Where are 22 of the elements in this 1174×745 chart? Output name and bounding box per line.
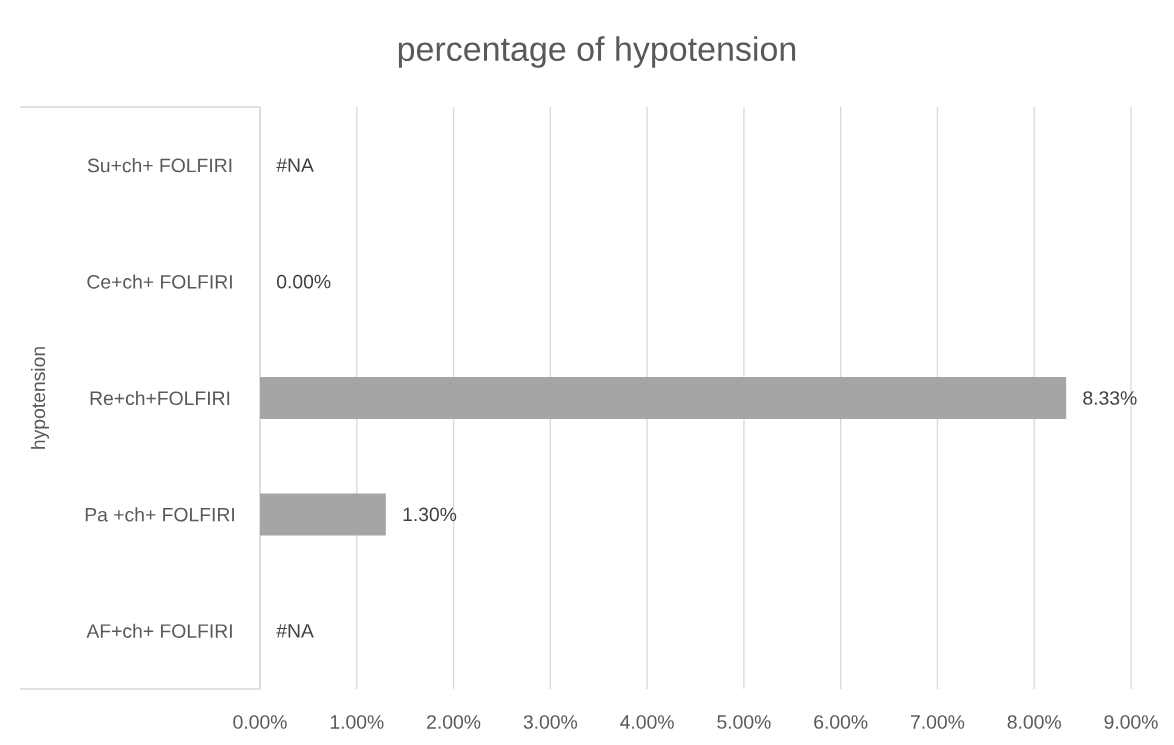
y-axis-title: hypotension (30, 347, 50, 449)
x-tick-label: 5.00% (717, 715, 771, 729)
x-tick-label: 1.00% (330, 715, 384, 729)
data-label: 8.33% (1083, 391, 1137, 405)
text: #NA (276, 624, 314, 638)
y-tick-label: Re+ch+FOLFIRI (90, 390, 230, 406)
data-label: 1.30% (403, 507, 457, 522)
x-tick-label: 3.00% (523, 715, 578, 729)
y-tick-label: Pa +ch+ FOLFIRI (85, 507, 234, 522)
x-tick-label: 0.00% (233, 715, 287, 729)
x-tick-label: 9.00% (1104, 715, 1158, 729)
x-tick-label: 4.00% (620, 715, 674, 729)
y-tick-label: AF+ch+ FOLFIRI (86, 623, 232, 638)
x-tick-label: 8.00% (1007, 715, 1061, 729)
x-tick-label: 7.00% (911, 715, 965, 729)
y-tick-label: Ce+ch+ FOLFIRI (87, 274, 232, 289)
y-tick-label: Su+ch+ FOLFIRI (87, 158, 232, 173)
chart-title: percentage of hypotension (398, 36, 796, 68)
x-tick-label: 2.00% (427, 715, 481, 729)
x-tick-label: 6.00% (814, 715, 868, 729)
text: #NA (276, 158, 314, 172)
data-label: 0.00% (277, 274, 331, 289)
